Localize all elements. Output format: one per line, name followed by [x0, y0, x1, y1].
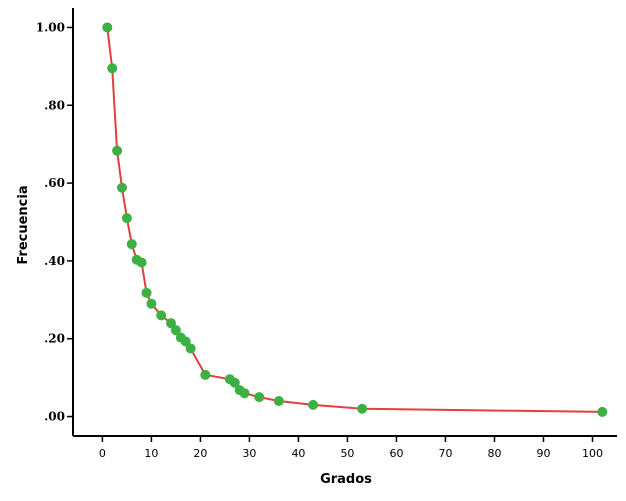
x-tick-label: 10	[144, 447, 158, 460]
data-point	[273, 395, 284, 406]
series-layer	[102, 22, 608, 417]
data-point	[141, 287, 152, 298]
data-point	[200, 369, 211, 380]
x-tick-label: 40	[291, 447, 305, 460]
data-point	[126, 239, 137, 250]
data-point	[117, 182, 128, 193]
data-point	[146, 298, 157, 309]
y-tick-label: .80	[44, 98, 65, 112]
data-point	[121, 213, 132, 224]
y-tick-label: .40	[44, 254, 65, 268]
data-point	[170, 325, 181, 336]
series-line	[106, 27, 603, 413]
x-tick-label: 0	[99, 447, 106, 460]
y-axis-label: Frecuencia	[16, 185, 31, 264]
x-tick-label: 60	[389, 447, 403, 460]
x-tick-label: 30	[242, 447, 256, 460]
y-tick-label: .60	[44, 176, 65, 190]
data-point	[156, 310, 167, 321]
data-point	[185, 343, 196, 354]
data-point	[180, 336, 191, 347]
data-point	[239, 388, 250, 399]
y-tick-label: .20	[44, 332, 65, 346]
x-tick-label: 90	[536, 447, 550, 460]
y-tick-label: .00	[44, 410, 65, 424]
data-point	[597, 406, 608, 417]
data-point	[229, 377, 240, 388]
x-axis: 0 10 20 30 40 50 60 70 80 90 100	[73, 435, 617, 460]
y-axis: .00 .20 .40 .60 .80 1.00	[36, 8, 74, 436]
data-point	[112, 145, 123, 156]
data-point	[357, 403, 368, 414]
x-tick-label: 20	[193, 447, 207, 460]
data-point	[254, 392, 265, 403]
data-point	[107, 63, 118, 74]
x-tick-label: 70	[438, 447, 452, 460]
data-point	[102, 22, 113, 33]
data-point	[136, 257, 147, 268]
data-point	[308, 399, 319, 410]
x-tick-label: 50	[340, 447, 354, 460]
y-tick-label: 1.00	[36, 20, 65, 34]
x-tick-label: 100	[582, 447, 603, 460]
x-tick-label: 80	[487, 447, 501, 460]
data-point	[166, 318, 177, 329]
x-axis-label: Grados	[320, 472, 372, 487]
